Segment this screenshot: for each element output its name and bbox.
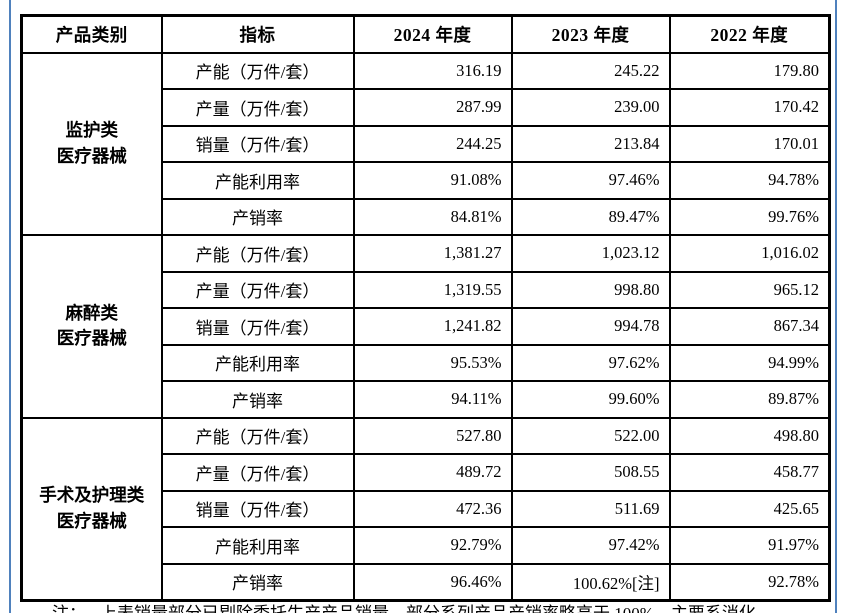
value-2024: 1,241.82 <box>352 307 513 346</box>
footnote-text: 上表销量部分已剔除委托生产产品销量，部分系列产品产销率略高于 100%，主要系消… <box>100 604 756 613</box>
value-2023: 97.62% <box>510 343 671 382</box>
table-footnote: 注： 上表销量部分已剔除委托生产产品销量，部分系列产品产销率略高于 100%，主要… <box>52 599 847 613</box>
table-row: 产量（万件/套） 1,319.55 998.80 965.12 <box>22 270 831 309</box>
value-2023: 97.46% <box>510 161 671 200</box>
table-row: 产能利用率 91.08% 97.46% 94.78% <box>22 161 831 200</box>
value-2022: 179.80 <box>668 51 831 90</box>
table-row: 产销率 96.46% 100.62%[注] 92.78% <box>22 562 831 601</box>
value-2022: 89.87% <box>668 380 831 419</box>
value-2023: 89.47% <box>510 197 671 236</box>
header-product-category: 产品类别 <box>20 14 163 54</box>
value-2024: 95.53% <box>352 343 513 382</box>
table-row: 产销率 94.11% 99.60% 89.87% <box>22 380 831 419</box>
category-line: 医疗器械 <box>56 145 127 166</box>
table-row: 销量（万件/套） 472.36 511.69 425.65 <box>22 489 831 528</box>
category-line: 医疗器械 <box>56 510 127 531</box>
table-row: 产能利用率 95.53% 97.62% 94.99% <box>22 343 831 382</box>
value-2022: 867.34 <box>668 307 831 346</box>
value-2022: 94.78% <box>668 161 831 200</box>
category-line: 医疗器械 <box>56 328 127 349</box>
value-2022: 498.80 <box>668 416 831 455</box>
value-2023: 213.84 <box>510 124 671 163</box>
value-2024: 1,381.27 <box>352 234 513 273</box>
page-edge-right <box>835 0 837 613</box>
value-2023: 99.60% <box>510 380 671 419</box>
category-cell-surgery-nursing: 手术及护理类 医疗器械 <box>20 416 163 601</box>
indicator-cell: 销量（万件/套） <box>160 124 355 163</box>
value-2022: 458.77 <box>668 453 831 492</box>
indicator-cell: 销量（万件/套） <box>160 307 355 346</box>
category-line: 麻醉类 <box>65 302 119 323</box>
value-2024: 316.19 <box>352 51 513 90</box>
indicator-cell: 产销率 <box>160 380 355 419</box>
indicator-cell: 销量（万件/套） <box>160 489 355 528</box>
indicator-cell: 产能（万件/套） <box>160 416 355 455</box>
table-row: 产量（万件/套） 287.99 239.00 170.42 <box>22 88 831 127</box>
value-2023: 100.62%[注] <box>510 562 671 601</box>
value-2024: 96.46% <box>352 562 513 601</box>
value-2024: 94.11% <box>352 380 513 419</box>
value-2024: 244.25 <box>352 124 513 163</box>
indicator-cell: 产能（万件/套） <box>160 234 355 273</box>
value-2023: 508.55 <box>510 453 671 492</box>
value-2024: 472.36 <box>352 489 513 528</box>
indicator-cell: 产能利用率 <box>160 343 355 382</box>
header-indicator: 指标 <box>160 14 355 54</box>
value-2023: 97.42% <box>510 526 671 565</box>
indicator-cell: 产量（万件/套） <box>160 453 355 492</box>
value-2022: 965.12 <box>668 270 831 309</box>
value-2022: 92.78% <box>668 562 831 601</box>
category-line: 手术及护理类 <box>39 485 145 506</box>
value-2023: 998.80 <box>510 270 671 309</box>
header-year-2024: 2024 年度 <box>352 14 513 54</box>
indicator-cell: 产能利用率 <box>160 526 355 565</box>
indicator-cell: 产能利用率 <box>160 161 355 200</box>
table-row: 产销率 84.81% 89.47% 99.76% <box>22 197 831 236</box>
value-2023: 511.69 <box>510 489 671 528</box>
value-2022: 170.42 <box>668 88 831 127</box>
table-row: 销量（万件/套） 1,241.82 994.78 867.34 <box>22 307 831 346</box>
value-2024: 91.08% <box>352 161 513 200</box>
category-line: 监护类 <box>65 120 119 141</box>
indicator-cell: 产量（万件/套） <box>160 88 355 127</box>
category-cell-anesthesia: 麻醉类 医疗器械 <box>20 234 163 419</box>
production-capacity-table: 产品类别 指标 2024 年度 2023 年度 2022 年度 监护类 医疗器械… <box>20 14 831 602</box>
value-2023: 994.78 <box>510 307 671 346</box>
value-2024: 84.81% <box>352 197 513 236</box>
table-row: 手术及护理类 医疗器械 产能（万件/套） 527.80 522.00 498.8… <box>20 416 831 601</box>
value-2024: 489.72 <box>352 453 513 492</box>
table-row: 产能利用率 92.79% 97.42% 91.97% <box>22 526 831 565</box>
value-2023: 239.00 <box>510 88 671 127</box>
header-year-2023: 2023 年度 <box>510 14 671 54</box>
header-year-2022: 2022 年度 <box>668 14 831 54</box>
value-2023: 1,023.12 <box>510 234 671 273</box>
table-row: 销量（万件/套） 244.25 213.84 170.01 <box>22 124 831 163</box>
value-2024: 527.80 <box>352 416 513 455</box>
indicator-cell: 产量（万件/套） <box>160 270 355 309</box>
indicator-cell: 产能（万件/套） <box>160 51 355 90</box>
indicator-cell: 产销率 <box>160 197 355 236</box>
value-2022: 1,016.02 <box>668 234 831 273</box>
value-2022: 99.76% <box>668 197 831 236</box>
footnote-prefix: 注： <box>52 604 86 613</box>
value-2023: 522.00 <box>510 416 671 455</box>
indicator-cell: 产销率 <box>160 562 355 601</box>
value-2022: 94.99% <box>668 343 831 382</box>
value-2022: 170.01 <box>668 124 831 163</box>
value-2024: 92.79% <box>352 526 513 565</box>
table-header-row: 产品类别 指标 2024 年度 2023 年度 2022 年度 <box>20 14 831 54</box>
page-edge-left <box>9 0 11 613</box>
value-2024: 1,319.55 <box>352 270 513 309</box>
category-cell-monitoring: 监护类 医疗器械 <box>20 51 163 236</box>
value-2024: 287.99 <box>352 88 513 127</box>
table-row: 麻醉类 医疗器械 产能（万件/套） 1,381.27 1,023.12 1,01… <box>20 234 831 419</box>
table-row: 监护类 医疗器械 产能（万件/套） 316.19 245.22 179.80 <box>20 51 831 236</box>
table-row: 产量（万件/套） 489.72 508.55 458.77 <box>22 453 831 492</box>
value-2022: 91.97% <box>668 526 831 565</box>
value-2022: 425.65 <box>668 489 831 528</box>
value-2023: 245.22 <box>510 51 671 90</box>
